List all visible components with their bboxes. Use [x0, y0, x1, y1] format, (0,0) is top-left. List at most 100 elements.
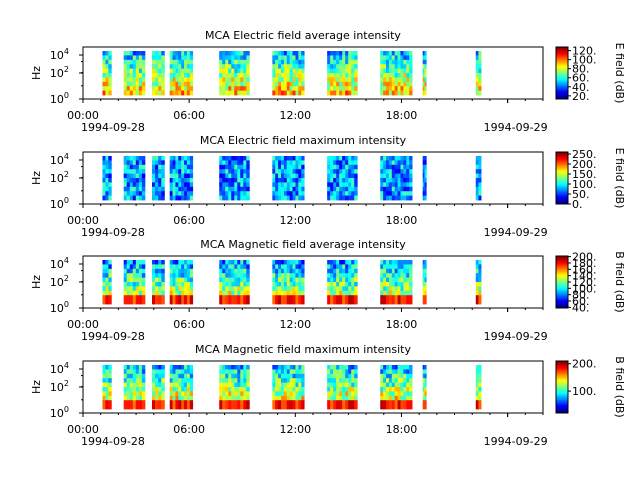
data-cell	[225, 273, 229, 278]
data-cell	[333, 173, 337, 179]
data-cell	[275, 90, 279, 96]
data-cell	[152, 195, 156, 201]
data-cell	[394, 395, 399, 401]
data-cell	[336, 55, 340, 61]
data-cell	[295, 264, 299, 270]
data-cell	[158, 178, 162, 183]
data-cell	[181, 81, 185, 87]
data-cell	[152, 182, 156, 188]
data-cell	[184, 51, 188, 56]
data-cell	[155, 277, 159, 283]
data-cell	[138, 382, 143, 388]
data-cell	[161, 290, 165, 296]
data-cell	[424, 365, 427, 370]
data-cell	[175, 264, 179, 270]
data-cell	[108, 369, 112, 375]
data-cell	[246, 387, 250, 392]
data-cell	[152, 86, 156, 91]
data-cell	[169, 382, 173, 388]
data-cell	[394, 273, 399, 278]
data-cell	[181, 191, 185, 196]
data-cell	[292, 264, 296, 270]
data-cell	[169, 156, 173, 161]
data-cell	[175, 59, 179, 65]
data-cell	[123, 373, 128, 379]
data-cell	[184, 64, 188, 69]
data-cell	[231, 173, 235, 179]
colorbar-tick-label: 150.	[572, 168, 597, 181]
data-cell	[286, 51, 291, 56]
data-cell	[333, 186, 337, 192]
data-cell	[275, 178, 279, 183]
data-cell	[278, 68, 282, 74]
data-cell	[380, 277, 384, 283]
colorbar-step	[556, 63, 568, 66]
colorbar-step	[556, 91, 568, 93]
data-cell	[351, 268, 355, 274]
data-cell	[475, 277, 479, 283]
data-cell	[327, 68, 331, 74]
data-cell	[409, 178, 413, 183]
data-cell	[225, 369, 229, 375]
data-cell	[391, 273, 396, 278]
data-cell	[283, 365, 288, 370]
data-cell	[132, 382, 137, 388]
data-cell	[354, 365, 358, 370]
data-cell	[129, 387, 134, 392]
data-cell	[339, 268, 343, 274]
data-cell	[422, 164, 425, 170]
data-cell	[108, 264, 112, 270]
data-cell	[231, 59, 235, 65]
data-cell	[189, 81, 194, 87]
data-cell	[181, 169, 185, 174]
y-tick-label: 104	[50, 152, 69, 167]
data-cell	[403, 86, 407, 91]
data-cell	[298, 191, 302, 196]
data-cell	[354, 173, 358, 179]
data-cell	[298, 68, 302, 74]
data-cell	[348, 186, 352, 192]
colorbar-step	[556, 48, 568, 50]
data-cell	[189, 378, 194, 383]
data-cell	[388, 186, 393, 192]
data-cell	[189, 182, 194, 188]
data-cell	[225, 391, 229, 397]
data-cell	[231, 68, 235, 74]
colorbar-step	[556, 291, 568, 293]
data-cell	[280, 182, 285, 188]
data-cell	[275, 365, 279, 370]
data-cell	[102, 59, 106, 65]
data-cell	[388, 164, 393, 170]
data-cell	[397, 369, 401, 375]
data-cell	[222, 64, 226, 69]
data-cell	[422, 277, 425, 283]
data-cell	[478, 286, 482, 292]
data-cell	[345, 273, 349, 278]
data-cell	[336, 404, 340, 410]
data-cell	[222, 51, 226, 56]
data-cell	[354, 59, 358, 65]
data-cell	[175, 290, 179, 296]
data-cell	[275, 77, 279, 83]
data-cell	[345, 195, 349, 201]
data-cell	[351, 404, 355, 410]
data-cell	[155, 290, 159, 296]
data-cell	[186, 186, 191, 192]
data-cell	[478, 191, 482, 196]
data-cell	[278, 55, 282, 61]
data-cell	[272, 55, 276, 61]
data-cell	[219, 68, 223, 74]
data-cell	[286, 264, 291, 270]
data-cell	[243, 173, 247, 179]
data-cell	[172, 378, 176, 383]
data-cell	[186, 59, 191, 65]
data-cell	[225, 68, 229, 74]
data-cell	[108, 169, 112, 174]
data-cell	[327, 173, 331, 179]
data-cell	[189, 186, 194, 192]
colorbar-tick-label: 60.	[572, 72, 590, 85]
data-cell	[278, 268, 282, 274]
data-cell	[339, 182, 343, 188]
data-cell	[283, 378, 288, 383]
data-cell	[152, 282, 156, 287]
